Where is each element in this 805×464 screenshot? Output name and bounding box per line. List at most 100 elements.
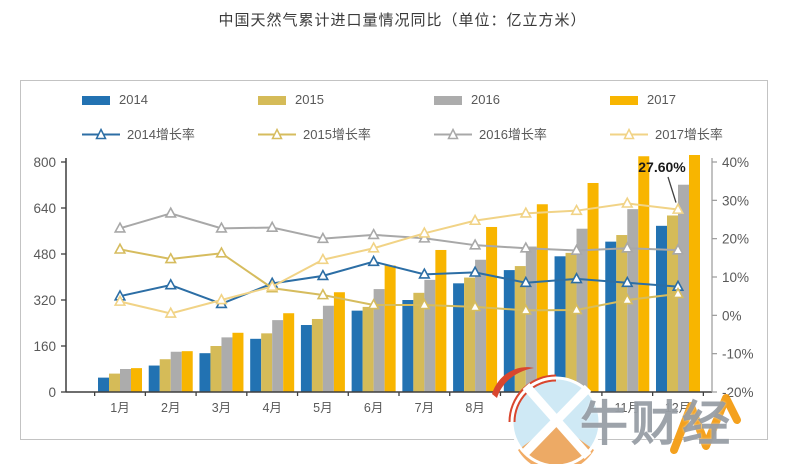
bar-2014-7月	[402, 300, 414, 392]
bar-2015-7月	[413, 292, 425, 392]
marker-2015增长率-3月	[215, 246, 228, 258]
marker-2017增长率-6月	[367, 241, 380, 253]
bar-2017-3月	[232, 332, 244, 392]
bar-2016-3月	[221, 337, 233, 392]
left-axis-label-160: 160	[33, 339, 56, 354]
legend-swatch-2017-icon	[610, 95, 638, 105]
marker-2015增长率-7月	[418, 298, 431, 310]
marker-2015增长率-10月	[570, 303, 583, 315]
bar-2016-2月	[170, 351, 182, 392]
legend-item-2015: 2015	[258, 92, 434, 107]
x-axis-label-3月: 3月	[212, 401, 231, 415]
legend-row-bars: 2014 2015 2016 2017	[82, 92, 786, 107]
bar-2016-8月	[475, 259, 487, 392]
bar-2016-4月	[272, 320, 284, 392]
annotation-pointer-line	[667, 176, 677, 203]
bar-2016-11月	[627, 209, 639, 392]
bar-2015-5月	[311, 318, 323, 392]
legend-row-lines: 2014增长率 2015增长率 2016增长率 2017增长率	[82, 124, 786, 143]
bar-2014-3月	[199, 353, 211, 392]
right-axis-label-10%: 10%	[722, 270, 749, 285]
marker-2014增长率-2月	[164, 278, 177, 290]
marker-2016增长率-1月	[113, 221, 127, 233]
bar-2014-1月	[98, 377, 109, 392]
legend-item-2015增长率: 2015增长率	[258, 124, 434, 143]
bar-2014-6月	[351, 310, 363, 392]
legend-swatch-2016-icon	[434, 95, 462, 105]
marker-2015增长率-1月	[113, 242, 127, 254]
bar-2015-6月	[362, 306, 374, 392]
bar-2014-12月	[655, 225, 667, 392]
marker-2016增长率-12月	[671, 243, 685, 255]
legend-label: 2015	[295, 92, 324, 107]
bar-2017-4月	[283, 313, 295, 392]
left-axis-label-320: 320	[33, 293, 56, 308]
legend-label: 2016增长率	[479, 127, 547, 142]
legend-item-2017增长率: 2017增长率	[610, 124, 786, 143]
legend-item-2014增长率: 2014增长率	[82, 124, 258, 143]
marker-2016增长率-5月	[316, 231, 330, 244]
bar-2016-6月	[373, 289, 385, 392]
legend-marker-2014增长率-icon	[82, 127, 120, 139]
annotation-label: 27.60%	[638, 159, 686, 175]
x-axis-label-12月: 12月	[665, 401, 691, 415]
marker-2017增长率-2月	[164, 306, 177, 318]
line-2017增长率	[119, 202, 679, 315]
legend-swatch-2015-icon	[258, 95, 286, 105]
legend-label: 2016	[471, 92, 500, 107]
legend-swatch-2014-icon	[82, 95, 110, 105]
marker-2016增长率-11月	[621, 241, 634, 253]
marker-2016增长率-10月	[570, 243, 583, 255]
bar-2016-1月	[120, 369, 131, 392]
bar-2014-4月	[250, 338, 262, 392]
bar-2016-9月	[525, 246, 537, 392]
marker-2016增长率-2月	[164, 206, 177, 218]
marker-2017增长率-1月	[113, 294, 127, 306]
bar-2014-8月	[453, 283, 465, 392]
marker-2016增长率-6月	[367, 227, 380, 240]
legend-item-2017: 2017	[610, 92, 786, 107]
right-axis-label--10%: -10%	[722, 347, 754, 362]
line-2016增长率	[119, 212, 679, 252]
marker-2017增长率-10月	[570, 203, 583, 216]
marker-2015增长率-12月	[671, 286, 685, 299]
marker-2015增长率-9月	[519, 303, 532, 315]
bar-2014-11月	[605, 241, 617, 392]
bar-2017-12月	[688, 155, 700, 392]
left-axis-label-640: 640	[33, 201, 56, 216]
x-axis-label-4月: 4月	[262, 401, 281, 415]
marker-2017增长率-8月	[468, 213, 482, 226]
legend-item-2016: 2016	[434, 92, 610, 107]
marker-2017增长率-4月	[266, 279, 279, 291]
x-axis-label-6月: 6月	[364, 401, 383, 415]
bar-2015-11月	[616, 235, 628, 392]
bar-2015-4月	[261, 333, 273, 392]
chart-title: 中国天然气累计进口量情况同比（单位：亿立方米）	[218, 12, 587, 29]
marker-2017增长率-11月	[621, 196, 634, 208]
marker-2015增长率-11月	[621, 293, 634, 305]
legend-label: 2017增长率	[655, 127, 723, 142]
marker-2014增长率-8月	[468, 265, 482, 277]
bar-2017-5月	[333, 292, 345, 392]
bar-2017-2月	[181, 351, 193, 392]
bar-2017-9月	[536, 204, 548, 392]
bar-2017-1月	[131, 368, 142, 392]
marker-2016增长率-9月	[519, 241, 532, 253]
line-2015增长率	[119, 248, 679, 312]
bar-2016-7月	[424, 279, 436, 392]
marker-2014增长率-11月	[621, 275, 634, 288]
marker-2014增长率-6月	[367, 254, 380, 267]
marker-2015增长率-5月	[316, 288, 330, 300]
x-axis-label-10月: 10月	[563, 401, 589, 415]
bar-2017-6月	[384, 265, 396, 392]
left-axis-label-0: 0	[48, 385, 56, 400]
marker-2017增长率-3月	[215, 293, 228, 305]
bar-2016-10月	[576, 228, 588, 392]
legend-label: 2014增长率	[127, 127, 195, 142]
x-axis-label-1月: 1月	[110, 401, 129, 415]
left-axis-label-800: 800	[33, 155, 56, 170]
marker-2014增长率-7月	[418, 267, 431, 279]
marker-2017增长率-12月	[671, 202, 685, 214]
marker-2016增长率-8月	[468, 238, 482, 250]
right-axis-label-30%: 30%	[722, 193, 749, 208]
